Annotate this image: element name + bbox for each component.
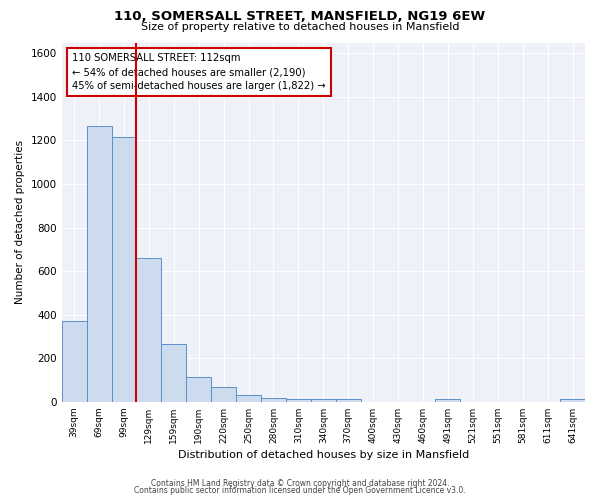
Bar (261, 398, 286, 402)
Text: Size of property relative to detached houses in Mansfield: Size of property relative to detached ho… (141, 22, 459, 32)
Bar (560, 399, 585, 402)
X-axis label: Distribution of detached houses by size in Mansfield: Distribution of detached houses by size … (178, 450, 469, 460)
Text: Contains HM Land Registry data © Crown copyright and database right 2024.: Contains HM Land Registry data © Crown c… (151, 478, 449, 488)
Y-axis label: Number of detached properties: Number of detached properties (15, 140, 25, 304)
Bar (86, 126, 112, 402)
Text: 110 SOMERSALL STREET: 112sqm
← 54% of detached houses are smaller (2,190)
45% of: 110 SOMERSALL STREET: 112sqm ← 54% of de… (72, 54, 326, 92)
Bar (211, 387, 236, 402)
Bar (436, 399, 460, 402)
Bar (336, 399, 361, 402)
Bar (286, 399, 311, 402)
Bar (62, 321, 86, 402)
Bar (161, 344, 186, 402)
Bar (112, 137, 136, 402)
Text: Contains public sector information licensed under the Open Government Licence v3: Contains public sector information licen… (134, 486, 466, 495)
Bar (236, 394, 261, 402)
Bar (186, 377, 211, 402)
Bar (311, 399, 336, 402)
Bar (136, 258, 161, 402)
Text: 110, SOMERSALL STREET, MANSFIELD, NG19 6EW: 110, SOMERSALL STREET, MANSFIELD, NG19 6… (115, 10, 485, 23)
